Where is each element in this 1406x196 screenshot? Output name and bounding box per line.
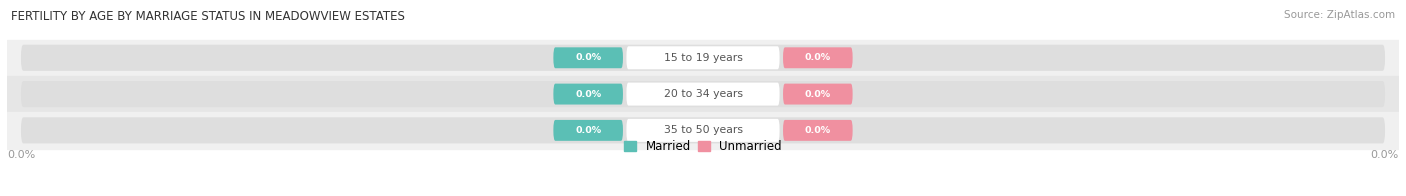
FancyBboxPatch shape bbox=[21, 45, 1385, 71]
Text: 0.0%: 0.0% bbox=[804, 53, 831, 62]
FancyBboxPatch shape bbox=[554, 120, 623, 141]
FancyBboxPatch shape bbox=[783, 84, 852, 104]
FancyBboxPatch shape bbox=[783, 120, 852, 141]
Bar bbox=[7, 40, 1399, 76]
FancyBboxPatch shape bbox=[554, 84, 623, 104]
FancyBboxPatch shape bbox=[783, 47, 852, 68]
FancyBboxPatch shape bbox=[627, 119, 779, 142]
Text: FERTILITY BY AGE BY MARRIAGE STATUS IN MEADOWVIEW ESTATES: FERTILITY BY AGE BY MARRIAGE STATUS IN M… bbox=[11, 10, 405, 23]
Legend: Married, Unmarried: Married, Unmarried bbox=[624, 140, 782, 153]
Text: 0.0%: 0.0% bbox=[804, 126, 831, 135]
FancyBboxPatch shape bbox=[627, 83, 779, 106]
Bar bbox=[7, 112, 1399, 149]
Text: 0.0%: 0.0% bbox=[1371, 150, 1399, 160]
Text: 20 to 34 years: 20 to 34 years bbox=[664, 89, 742, 99]
Text: 0.0%: 0.0% bbox=[575, 126, 602, 135]
Text: 0.0%: 0.0% bbox=[7, 150, 35, 160]
Text: Source: ZipAtlas.com: Source: ZipAtlas.com bbox=[1284, 10, 1395, 20]
FancyBboxPatch shape bbox=[21, 117, 1385, 143]
Text: 0.0%: 0.0% bbox=[804, 90, 831, 99]
FancyBboxPatch shape bbox=[627, 46, 779, 69]
FancyBboxPatch shape bbox=[554, 47, 623, 68]
Bar bbox=[7, 76, 1399, 112]
Text: 15 to 19 years: 15 to 19 years bbox=[664, 53, 742, 63]
Text: 35 to 50 years: 35 to 50 years bbox=[664, 125, 742, 135]
FancyBboxPatch shape bbox=[21, 81, 1385, 107]
Text: 0.0%: 0.0% bbox=[575, 53, 602, 62]
Text: 0.0%: 0.0% bbox=[575, 90, 602, 99]
